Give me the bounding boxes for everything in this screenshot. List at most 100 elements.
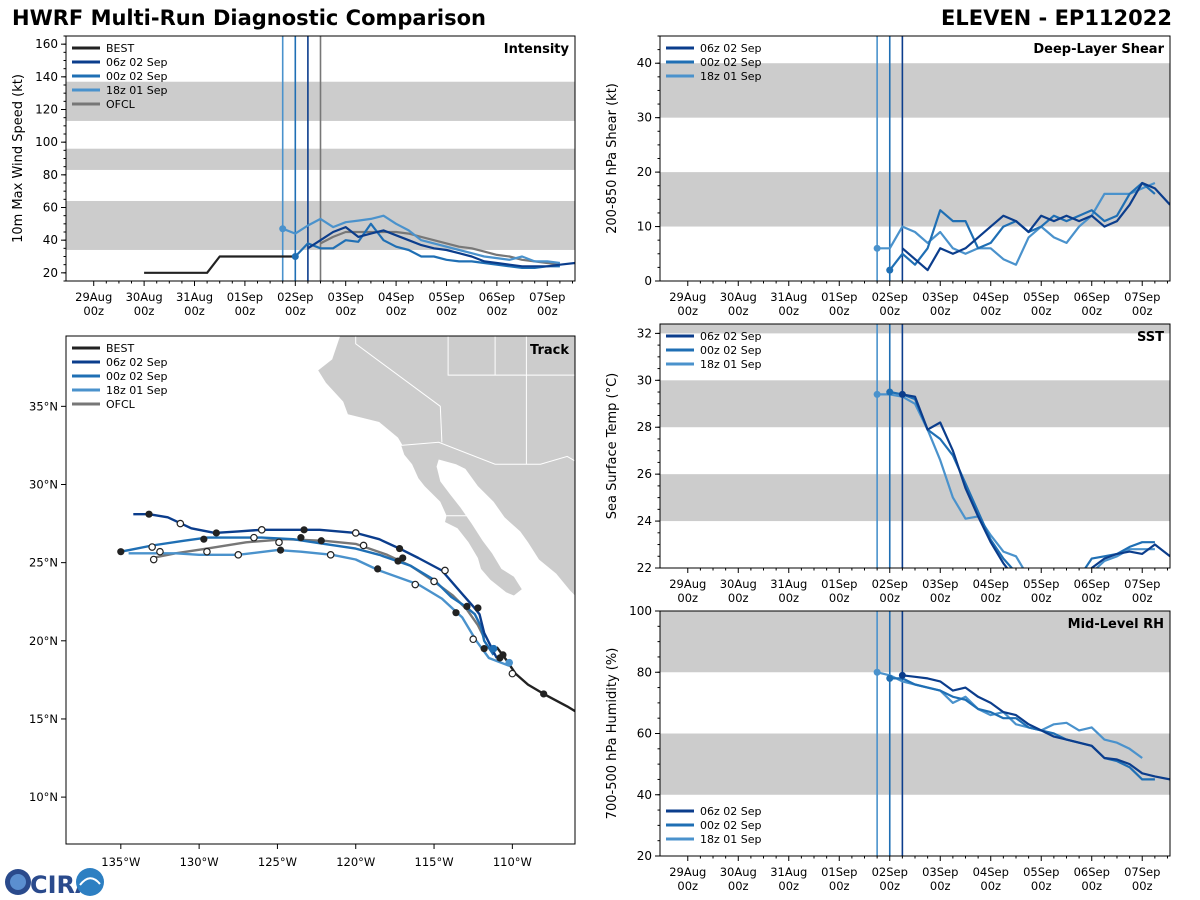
x-tick-hour: 00z (285, 304, 306, 318)
y-tick-label: 30 (637, 111, 652, 125)
init-point (898, 671, 906, 679)
track-marker-filled (474, 604, 482, 612)
x-tick-hour: 00z (930, 591, 951, 605)
init-point (898, 390, 906, 398)
x-tick-hour: 00z (235, 304, 256, 318)
plot-area (660, 611, 1170, 856)
y-tick-label: 40 (637, 788, 652, 802)
lon-tick-label: 110°W (493, 855, 532, 869)
cira-logo: CIRA (5, 868, 104, 899)
track-marker-open (508, 669, 517, 678)
x-tick-hour: 00z (1081, 591, 1102, 605)
x-tick-date: 03Sep (922, 577, 958, 591)
x-tick-hour: 00z (829, 879, 850, 893)
y-tick-label: 160 (35, 37, 58, 51)
track-marker-open (430, 577, 438, 586)
panel-title: Track (530, 343, 569, 358)
series-line-best (144, 255, 296, 274)
legend-label: 06z 02 Sep (700, 42, 762, 55)
y-tick-label: 100 (629, 604, 652, 618)
legend-label: 06z 02 Sep (700, 330, 762, 343)
panel-title: Mid-Level RH (1068, 617, 1164, 632)
x-tick-date: 03Sep (922, 865, 958, 879)
x-tick-hour: 00z (1132, 304, 1153, 318)
init-point (873, 244, 881, 252)
y-tick-label: 0 (644, 274, 652, 288)
x-tick-date: 07Sep (1124, 577, 1160, 591)
x-tick-hour: 00z (134, 304, 155, 318)
x-tick-hour: 00z (436, 304, 457, 318)
track-marker-filled (300, 526, 308, 534)
track-marker-filled (374, 565, 382, 573)
panel-title: Intensity (504, 42, 570, 57)
x-tick-date: 31Aug (176, 290, 213, 304)
x-tick-hour: 00z (829, 591, 850, 605)
x-tick-hour: 00z (537, 304, 558, 318)
legend-label: 18z 01 Sep (700, 70, 762, 83)
init-point (873, 668, 881, 676)
lon-tick-label: 135°W (101, 855, 140, 869)
x-tick-date: 01Sep (821, 865, 857, 879)
legend-label: 06z 02 Sep (106, 356, 168, 369)
lon-tick-label: 115°W (415, 855, 454, 869)
lat-tick-label: 30°N (29, 477, 58, 491)
x-tick-hour: 00z (879, 879, 900, 893)
political-border (447, 336, 575, 376)
panel-rh: 2040608010029Aug00z30Aug00z31Aug00z01Sep… (605, 604, 1171, 893)
track-marker-open (148, 543, 156, 551)
track-marker-open (469, 635, 478, 644)
x-tick-hour: 00z (879, 591, 900, 605)
x-tick-hour: 00z (879, 304, 900, 318)
track-init-point (505, 658, 514, 667)
land-mainland (318, 336, 575, 596)
x-tick-date: 04Sep (973, 865, 1009, 879)
legend-label: 06z 02 Sep (700, 805, 762, 818)
x-tick-date: 07Sep (529, 290, 565, 304)
track-marker-filled (200, 535, 208, 543)
x-tick-hour: 00z (728, 304, 749, 318)
x-tick-date: 30Aug (720, 577, 757, 591)
x-tick-date: 29Aug (669, 865, 706, 879)
x-tick-date: 06Sep (1074, 290, 1110, 304)
political-border (355, 336, 443, 443)
track-marker-filled (297, 534, 305, 542)
map-area (117, 336, 575, 713)
track-marker-filled (212, 529, 220, 537)
legend-label: 18z 01 Sep (106, 84, 168, 97)
track-marker-filled (394, 557, 402, 565)
x-tick-date: 30Aug (720, 290, 757, 304)
x-tick-date: 30Aug (126, 290, 163, 304)
x-tick-date: 06Sep (1074, 577, 1110, 591)
track-marker-open (441, 566, 449, 575)
y-axis-label: 10m Max Wind Speed (kt) (11, 74, 26, 243)
x-tick-date: 05Sep (428, 290, 464, 304)
x-tick-hour: 00z (677, 879, 698, 893)
track-marker-filled (452, 609, 460, 617)
x-tick-hour: 00z (1031, 304, 1052, 318)
x-tick-date: 05Sep (1023, 577, 1059, 591)
figure-title: HWRF Multi-Run Diagnostic Comparison (12, 6, 487, 30)
x-tick-date: 29Aug (669, 577, 706, 591)
init-point (886, 388, 894, 396)
track-marker-open (156, 547, 164, 556)
series-line-run_06z (902, 393, 1170, 568)
x-tick-date: 04Sep (973, 290, 1009, 304)
x-tick-date: 04Sep (378, 290, 414, 304)
threshold-band (660, 733, 1170, 795)
panel-sst: 22242628303229Aug00z30Aug00z31Aug00z01Se… (605, 323, 1171, 605)
legend-label: 00z 02 Sep (700, 344, 762, 357)
y-axis-label: 700-500 hPa Humidity (%) (605, 648, 620, 820)
track-marker-filled (317, 537, 325, 545)
y-tick-label: 100 (35, 135, 58, 149)
y-tick-label: 80 (43, 168, 58, 182)
track-marker-open (176, 519, 185, 528)
x-tick-date: 01Sep (821, 577, 857, 591)
threshold-band (660, 63, 1170, 118)
y-tick-label: 20 (637, 165, 652, 179)
track-marker-open (326, 551, 335, 559)
y-tick-label: 40 (43, 233, 58, 247)
x-tick-hour: 00z (930, 879, 951, 893)
y-tick-label: 60 (43, 201, 58, 215)
track-marker-filled (276, 546, 285, 554)
